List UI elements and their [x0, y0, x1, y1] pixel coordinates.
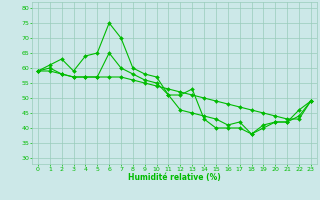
X-axis label: Humidité relative (%): Humidité relative (%): [128, 173, 221, 182]
